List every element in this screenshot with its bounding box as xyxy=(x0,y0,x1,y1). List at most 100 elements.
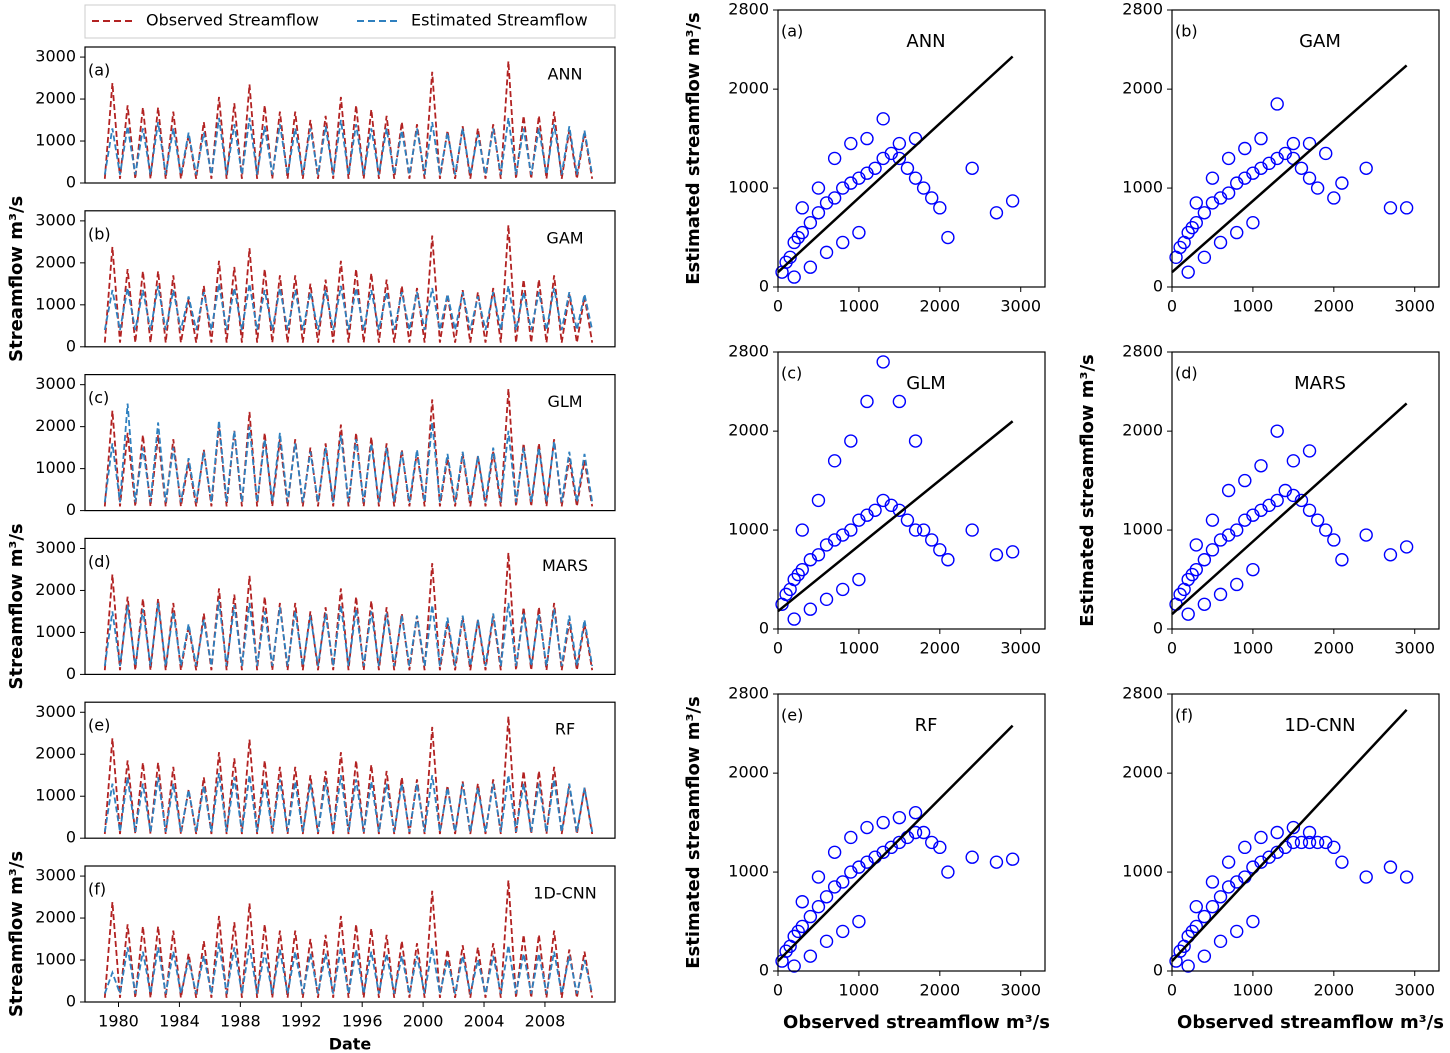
scatter-point xyxy=(787,270,801,284)
scatter-point xyxy=(1254,830,1268,845)
panel-title: GAM xyxy=(546,228,583,247)
scatter-point xyxy=(868,161,882,175)
y-tick-label: 2000 xyxy=(35,252,76,271)
panel-label: (d) xyxy=(88,552,111,571)
scatter-point xyxy=(783,250,797,265)
y-tick-label: 1000 xyxy=(1122,862,1163,881)
legend-label: Observed Streamflow xyxy=(146,11,319,30)
scatter-point xyxy=(1335,855,1349,869)
scatter-point xyxy=(803,215,818,230)
scatter-point xyxy=(1189,215,1203,230)
scatter-point xyxy=(1005,194,1020,208)
scatter-point xyxy=(941,230,955,245)
y-axis-label: Streamflow m³/s xyxy=(6,851,27,1017)
scatter-point xyxy=(1205,171,1220,185)
x-tick-label: 2000 xyxy=(919,639,960,658)
scatter-point xyxy=(1319,523,1333,537)
plot-frame xyxy=(84,701,616,839)
scatter-point xyxy=(989,206,1004,220)
scatter-point xyxy=(1230,577,1244,592)
x-tick-label: 3000 xyxy=(1000,981,1041,1000)
scatter-point xyxy=(1327,533,1341,547)
x-tick-label: 2000 xyxy=(919,297,960,316)
scatter-point xyxy=(876,112,890,126)
scatter-point xyxy=(827,191,842,205)
scatter-point xyxy=(795,523,809,537)
scatter-point xyxy=(803,260,818,274)
panel-label: (c) xyxy=(88,388,109,407)
scatter-point xyxy=(908,523,923,537)
y-tick-label: 2000 xyxy=(728,421,769,440)
scatter-point xyxy=(1205,899,1220,914)
scatter-point xyxy=(1246,914,1260,929)
y-tick-label: 2000 xyxy=(35,89,76,108)
y-tick-label: 1000 xyxy=(728,178,769,197)
plot-frame xyxy=(84,865,616,1003)
panel-label: (b) xyxy=(88,224,111,243)
scatter-point xyxy=(819,592,834,607)
scatter-point xyxy=(844,434,858,448)
x-tick-label: 3000 xyxy=(1000,639,1041,658)
scatter-point xyxy=(1181,607,1195,621)
scatter-point xyxy=(1327,191,1341,205)
scatter-point xyxy=(1246,215,1260,230)
x-tick-label: 1980 xyxy=(98,1012,139,1031)
y-tick-label: 2000 xyxy=(1122,763,1163,782)
scatter-point xyxy=(1302,825,1317,840)
y-tick-label: 1000 xyxy=(1122,520,1163,539)
y-tick-label: 0 xyxy=(1153,961,1163,980)
y-tick-label: 0 xyxy=(66,173,76,192)
x-tick-label: 2000 xyxy=(1313,297,1354,316)
scatter-point xyxy=(916,523,931,537)
scatter-point xyxy=(1213,235,1228,250)
y-tick-label: 2000 xyxy=(35,580,76,599)
scatter-point xyxy=(827,454,842,468)
scatter-point xyxy=(1205,875,1220,889)
scatter-point xyxy=(908,434,923,448)
scatter-point xyxy=(852,914,866,929)
fit-line xyxy=(1171,64,1408,274)
scatter-point xyxy=(892,151,907,166)
x-axis-label: Observed streamflow m³/s xyxy=(1177,1012,1444,1033)
scatter-point xyxy=(1197,949,1212,963)
x-tick-label: 0 xyxy=(1167,639,1177,658)
y-tick-label: 0 xyxy=(1153,619,1163,638)
scatter-point xyxy=(1213,587,1228,602)
scatter-point xyxy=(1302,171,1317,185)
legend-box xyxy=(84,4,616,39)
x-tick-label: 1000 xyxy=(839,981,880,1000)
scatter-point xyxy=(811,870,826,884)
scatter-point xyxy=(1197,597,1212,611)
scatter-point xyxy=(1189,538,1203,552)
scatter-point xyxy=(836,235,850,250)
y-tick-label: 0 xyxy=(66,664,76,683)
scatter-point xyxy=(1205,543,1220,557)
scatter-point xyxy=(860,131,874,146)
y-tick-label: 3000 xyxy=(35,866,76,885)
y-tick-label: 3000 xyxy=(35,538,76,557)
scatter-point xyxy=(1254,459,1268,473)
y-tick-label: 0 xyxy=(1153,277,1163,296)
x-tick-label: 2004 xyxy=(464,1012,505,1031)
y-tick-label: 2000 xyxy=(35,908,76,927)
scatter-point xyxy=(1302,444,1317,458)
scatter-point xyxy=(1181,265,1195,279)
scatter-point xyxy=(1335,176,1349,190)
panel-title: ANN xyxy=(906,31,945,52)
scatter-point xyxy=(900,161,915,175)
scatter-point xyxy=(1005,545,1020,559)
scatter-point xyxy=(1238,141,1252,156)
panel-title: GLM xyxy=(547,392,582,411)
y-tick-label: 2000 xyxy=(1122,79,1163,98)
panel-label: (f) xyxy=(1175,706,1193,725)
y-tick-label: 2800 xyxy=(1122,0,1163,19)
fit-line xyxy=(777,55,1014,274)
y-tick-label: 0 xyxy=(759,619,769,638)
y-tick-label: 0 xyxy=(66,992,76,1011)
scatter-point xyxy=(965,161,979,175)
y-tick-label: 1000 xyxy=(35,131,76,150)
scatter-point xyxy=(836,875,850,889)
scatter-point xyxy=(1238,473,1252,488)
y-tick-label: 2000 xyxy=(728,763,769,782)
scatter-point xyxy=(1383,548,1398,562)
